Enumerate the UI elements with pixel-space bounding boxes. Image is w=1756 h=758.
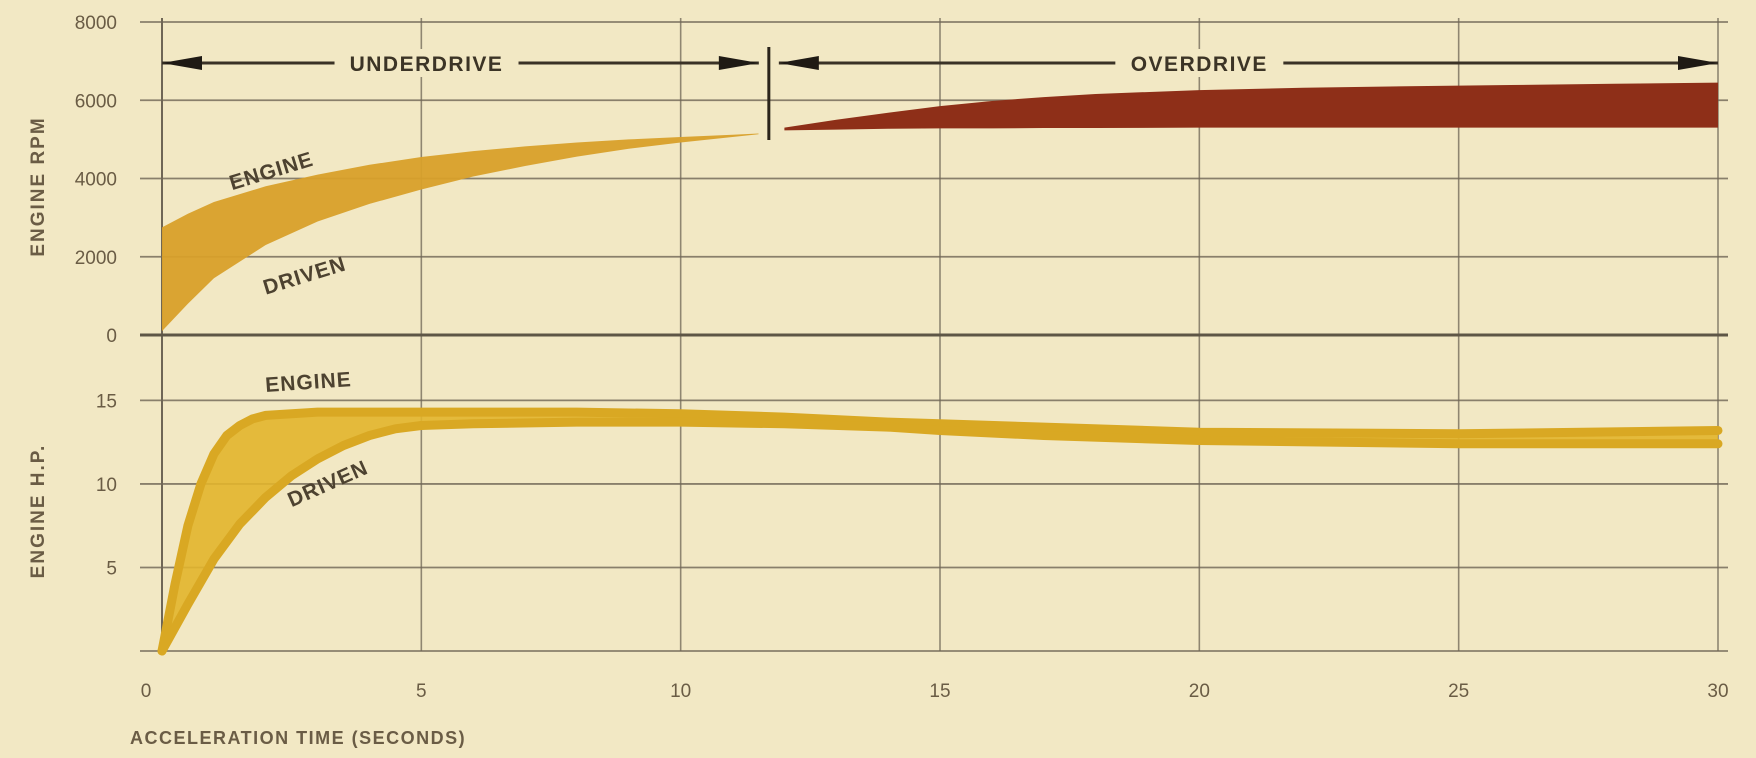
x-tick-label: 30 xyxy=(1707,681,1728,702)
bottom-engine-label: ENGINE xyxy=(264,368,352,397)
arrowhead-left-end-icon xyxy=(718,56,759,70)
underdrive-rpm-band xyxy=(162,133,759,332)
y-axis-title-rpm: ENGINE RPM xyxy=(28,116,49,256)
y-tick-label-hp: 15 xyxy=(96,391,117,412)
y-tick-label-hp: 5 xyxy=(106,558,117,579)
engine-hp-curve xyxy=(157,407,1723,656)
y-axis-title-hp: ENGINE H.P. xyxy=(28,444,49,579)
x-tick-label: 20 xyxy=(1189,681,1210,702)
x-tick-label: 5 xyxy=(416,681,427,702)
arrowhead-right-icon xyxy=(1678,56,1718,70)
y-tick-label-hp: 10 xyxy=(96,475,117,496)
y-tick-label-rpm: 4000 xyxy=(75,170,117,191)
x-tick-label: 15 xyxy=(929,681,950,702)
overdrive-rpm-band xyxy=(784,82,1718,131)
y-tick-label-rpm: 2000 xyxy=(75,248,117,269)
x-tick-label: 0 xyxy=(141,681,152,702)
driven-hp-curve xyxy=(157,417,1723,656)
arrowhead-right-start-icon xyxy=(778,56,819,70)
arrowhead-left-icon xyxy=(162,56,202,70)
y-tick-label-rpm: 8000 xyxy=(75,13,117,34)
x-axis-title: ACCELERATION TIME (SECONDS) xyxy=(130,728,466,748)
underdrive-label-bg xyxy=(334,49,519,77)
overdrive-label-bg xyxy=(1115,49,1284,77)
top-driven-label: DRIVEN xyxy=(260,253,348,300)
underdrive-label: UNDERDRIVE xyxy=(350,53,504,76)
x-tick-label: 10 xyxy=(670,681,691,702)
y-tick-label-rpm: 6000 xyxy=(75,91,117,112)
overdrive-label: OVERDRIVE xyxy=(1131,53,1268,76)
x-tick-label: 25 xyxy=(1448,681,1469,702)
y-tick-label-rpm: 0 xyxy=(106,326,117,347)
